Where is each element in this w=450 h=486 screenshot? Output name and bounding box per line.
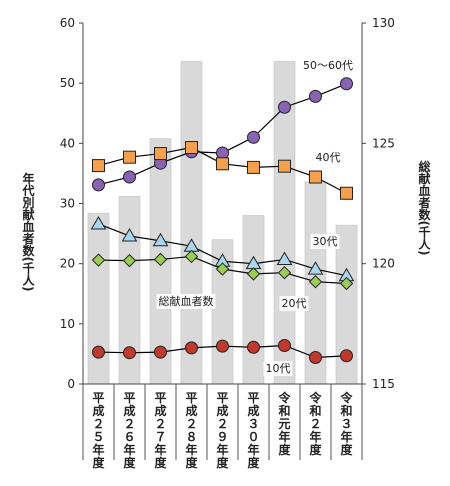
series-point (154, 147, 167, 161)
x-tick-label: 平成２８年度 (185, 391, 198, 470)
series-point (92, 345, 105, 359)
series-annotation: 20代 (282, 297, 307, 310)
y-tick-label: 10 (60, 317, 75, 331)
label-group: 50～60代 40代 30代 20代 総献血者数 10代 (156, 58, 355, 376)
series-point (90, 215, 107, 230)
y-tick-label: 0 (67, 377, 75, 391)
y2-tick-label: 115 (372, 377, 395, 391)
series-point (276, 251, 293, 265)
series-point (340, 349, 353, 363)
x-tick-label: 平成２６年度 (123, 391, 136, 470)
y-tick-label: 40 (60, 136, 75, 150)
series-point (121, 227, 138, 242)
series-point (309, 351, 322, 365)
series-annotation: 総献血者数 (159, 294, 214, 308)
series-point (309, 89, 322, 103)
series-point (123, 170, 136, 184)
y2-tick-label: 125 (372, 136, 395, 150)
total-bar (180, 61, 203, 385)
y-axis-title: 年代別献血者数(千人) (21, 171, 35, 291)
series-annotation: 50～60代 (303, 59, 353, 72)
annotation-bg (310, 234, 340, 249)
series-point (339, 276, 354, 291)
series-point (247, 340, 260, 354)
series-point (278, 159, 291, 173)
series-annotation: 30代 (313, 235, 338, 248)
series-point (308, 275, 323, 289)
series-point (92, 159, 105, 173)
series-point (340, 186, 353, 200)
annotation-bg (156, 294, 216, 309)
bar-group (87, 61, 358, 385)
series-point (309, 170, 322, 184)
series-annotation: 10代 (266, 362, 291, 375)
series-point (216, 146, 229, 160)
y2-axis-title: 総献血者数(千人) (417, 159, 431, 255)
series-point (91, 253, 106, 267)
series-point (307, 261, 324, 275)
series-annotation: 40代 (316, 151, 341, 164)
series-point (123, 346, 136, 360)
series-point (246, 267, 261, 281)
series-point (340, 77, 353, 91)
y-tick-label: 20 (60, 257, 75, 271)
x-tick-label: 平成２５年度 (92, 391, 105, 470)
x-tick-label: 令和３年度 (339, 390, 353, 457)
series-point (152, 232, 169, 247)
x-tick-label: 平成２９年度 (216, 391, 229, 470)
y-tick-label: 30 (60, 197, 75, 211)
y2-tick-label: 120 (372, 257, 395, 271)
y-tick-label: 60 (60, 16, 75, 30)
series-point (247, 130, 260, 144)
y2-tick-label: 130 (372, 16, 395, 30)
y-tick-label: 50 (60, 76, 75, 90)
series-point (216, 339, 229, 353)
annotation-bg (301, 58, 355, 73)
annotation-bg (279, 296, 309, 311)
x-tick-label: 令和元年度 (277, 390, 291, 457)
annotation-bg (263, 361, 293, 376)
series-point (278, 338, 291, 352)
x-tick-label: 平成２７年度 (154, 391, 167, 470)
series-point (184, 249, 199, 264)
series-point (185, 141, 198, 155)
series-point (153, 252, 168, 267)
series-point (123, 150, 136, 164)
series-point (185, 341, 198, 355)
series-point (278, 100, 291, 114)
axes-group: 0 10 20 30 40 50 60 115 120 125 130 平成２５年度 平成２６年度 平成２… (60, 16, 395, 470)
series-point (215, 262, 230, 276)
series-point (122, 253, 137, 268)
marker-group (90, 77, 355, 365)
x-tick-label: 令和２年度 (308, 390, 322, 457)
total-bar (242, 215, 265, 385)
series-point (92, 178, 105, 192)
series-point (154, 345, 167, 359)
annotation-bg (313, 150, 343, 165)
series-point (216, 157, 229, 171)
series-point (247, 160, 260, 174)
series-point (277, 265, 292, 280)
x-tick-label: 平成３０年度 (247, 391, 260, 470)
